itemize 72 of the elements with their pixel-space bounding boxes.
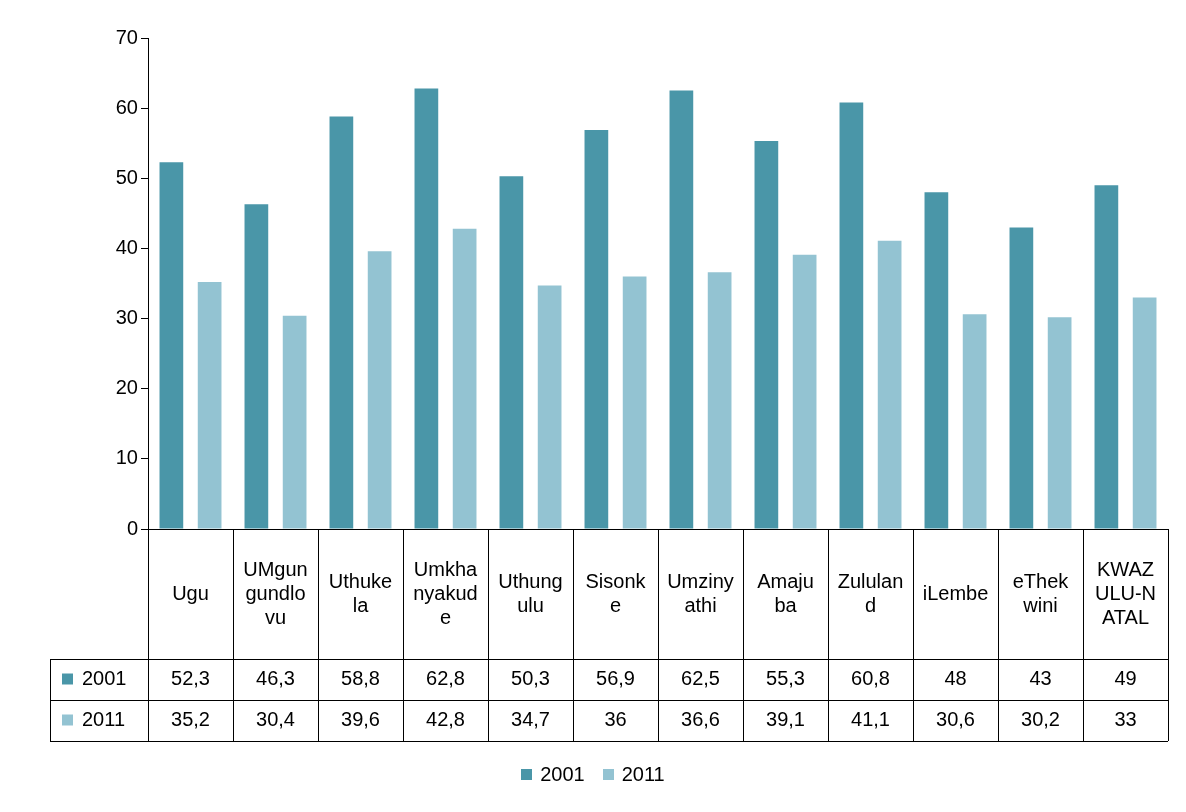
data-label: 34,7 [511, 708, 550, 731]
data-label: 52,3 [171, 667, 210, 690]
x-tick-label: KWAZULU-NATAL [1094, 557, 1157, 628]
x-tick-label: Uthukela [328, 569, 393, 616]
x-tick-label: Uthungulu [498, 569, 563, 616]
data-label: 49 [1114, 667, 1137, 690]
text: 2001 [540, 763, 585, 785]
y-tick-label: 60 [115, 95, 138, 118]
x-tick-label: Zululand [837, 569, 904, 616]
y-tick-label: 30 [115, 306, 138, 329]
bar [499, 176, 524, 529]
data-label: 35,2 [171, 708, 210, 731]
data-label: 48 [944, 667, 967, 690]
x-tick-label: iLembe [922, 581, 989, 604]
x-tick-label: Amajuba [757, 569, 814, 616]
bar [282, 315, 307, 529]
bar [1094, 185, 1119, 529]
data-label: 62,8 [426, 667, 465, 690]
y-tick-label: 0 [126, 516, 138, 539]
data-label: 39,1 [766, 708, 805, 731]
y-tick-label: 40 [115, 235, 138, 258]
data-label: 41,1 [851, 708, 890, 731]
bar [329, 116, 354, 529]
bar [1009, 227, 1034, 529]
data-label: 30,4 [256, 708, 295, 731]
data-label: 30,2 [1021, 708, 1060, 731]
bar [792, 254, 817, 529]
bar [707, 272, 732, 529]
y-tick-label: 50 [115, 165, 138, 188]
bar [584, 129, 609, 529]
data-label: 36 [604, 708, 627, 731]
x-tick-label: Umzinyathi [667, 569, 734, 616]
data-label: 56,9 [596, 667, 635, 690]
legend-label: 2001 [82, 667, 127, 690]
x-tick-label: eThekwini [1012, 569, 1070, 616]
data-label: 62,5 [681, 667, 720, 690]
data-label: 46,3 [256, 667, 295, 690]
data-label: 58,8 [341, 667, 380, 690]
data-label: 36,6 [681, 708, 720, 731]
data-label: 43 [1029, 667, 1052, 690]
data-label: 42,8 [426, 708, 465, 731]
bar [622, 276, 647, 529]
y-tick-label: 10 [115, 446, 138, 469]
bar [924, 192, 949, 529]
data-label: 39,6 [341, 708, 380, 731]
bar [244, 204, 269, 529]
bar [839, 102, 864, 529]
bar [1047, 317, 1072, 529]
data-label: 55,3 [766, 667, 805, 690]
y-tick-label: 20 [115, 376, 138, 399]
data-label: 50,3 [511, 667, 550, 690]
data-label: 30,6 [936, 708, 975, 731]
bar [537, 285, 562, 529]
bar [962, 314, 987, 529]
data-label: 60,8 [851, 667, 890, 690]
bar [414, 88, 439, 529]
text: 2011 [621, 763, 665, 785]
bar [669, 90, 694, 529]
bar [159, 162, 184, 529]
bar [754, 141, 779, 529]
data-label: 33 [1114, 708, 1137, 731]
y-tick-label: 70 [115, 25, 138, 48]
bar [1132, 297, 1157, 529]
x-tick-label: Sisonke [585, 569, 647, 616]
bar [197, 282, 222, 529]
x-tick-label: Umkhanyakude [413, 557, 479, 628]
x-tick-label: Ugu [172, 581, 209, 604]
x-tick-label: UMgungundlovu [243, 557, 308, 628]
bar [877, 240, 902, 529]
legend-label: 2011 [82, 708, 126, 731]
bar [452, 228, 477, 529]
bar [367, 251, 392, 529]
